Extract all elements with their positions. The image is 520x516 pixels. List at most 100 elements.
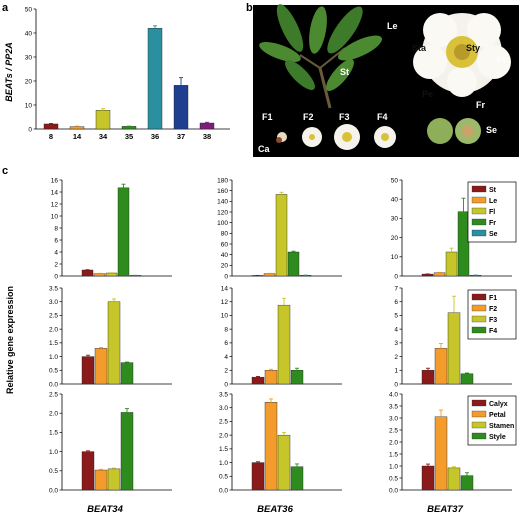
chart-c-grid: 0246810121416020406080100120140160180010… bbox=[49, 177, 517, 494]
c-r2-BEAT36-ytick-label: 6 bbox=[224, 340, 228, 347]
c-r1-BEAT36-ytick-label: 100 bbox=[217, 220, 228, 227]
a-xtick-label: 34 bbox=[99, 132, 108, 141]
c-r3-BEAT36-ytick-label: 1.0 bbox=[219, 460, 228, 467]
c-r1-BEAT36-ytick-label: 80 bbox=[221, 231, 229, 238]
c-r1-BEAT37-ytick-label: 20 bbox=[391, 235, 399, 242]
c-r2-BEAT34-bar-F3 bbox=[107, 301, 121, 385]
panel-label-a: a bbox=[2, 2, 9, 14]
photo-label-le: Le bbox=[387, 21, 398, 31]
c-r3-BEAT34-bar-Petal bbox=[94, 469, 108, 491]
legend-swatch-Petal bbox=[471, 410, 487, 418]
c-r3-BEAT37-bar-Style bbox=[460, 475, 474, 491]
a-xtick-label: 38 bbox=[203, 132, 211, 141]
a-xtick-label: 36 bbox=[151, 132, 159, 141]
legend-swatch-Style bbox=[471, 432, 487, 440]
photo-label-fl: Fl bbox=[497, 55, 505, 65]
c-r2-BEAT37-ytick-label: 6 bbox=[394, 299, 398, 306]
c-r2-BEAT34-ytick-label: 3.0 bbox=[49, 299, 58, 306]
legend-swatch-F3 bbox=[471, 315, 487, 323]
c-r2-BEAT37-ytick-label: 5 bbox=[394, 313, 398, 320]
c-r2-BEAT34-bar-F1 bbox=[81, 356, 95, 385]
c-r2-BEAT34-ytick-label: 2.5 bbox=[49, 313, 58, 320]
fruit-photo bbox=[427, 118, 453, 144]
c-r2-BEAT34-bar-F2 bbox=[94, 348, 108, 385]
a-ytick-label: 10 bbox=[25, 102, 33, 109]
legend-label-Stamen: Stamen bbox=[489, 423, 514, 430]
c-r2-BEAT36-ytick-label: 8 bbox=[224, 326, 228, 333]
c-r1-BEAT36-ytick-label: 0 bbox=[224, 273, 228, 280]
c-r3-BEAT37-ytick-label: 3.5 bbox=[389, 403, 398, 410]
c-r3-BEAT36-ytick-label: 1.5 bbox=[219, 446, 228, 453]
c-r1-BEAT34-ytick-label: 16 bbox=[51, 177, 59, 184]
c-r2-BEAT34-ytick-label: 1.0 bbox=[49, 354, 58, 361]
a-xtick-label: 35 bbox=[125, 132, 133, 141]
c-r2-BEAT37-bar-F1 bbox=[421, 370, 435, 385]
c-r3-BEAT37-bar-Petal bbox=[434, 416, 448, 491]
c-r2-BEAT34-ytick-label: 3.5 bbox=[49, 285, 58, 292]
flower-photo bbox=[413, 13, 511, 97]
a-bar-37 bbox=[173, 85, 189, 130]
c-r3-BEAT34-ytick-label: 2.5 bbox=[49, 391, 58, 398]
c-r1-BEAT36-ytick-label: 140 bbox=[217, 199, 228, 206]
a-bar-34 bbox=[95, 110, 111, 130]
panel-label-b: b bbox=[246, 2, 253, 14]
c-r1-BEAT37-bar-Le bbox=[433, 272, 446, 277]
c-r2-BEAT36-ytick-label: 4 bbox=[224, 354, 228, 361]
a-ytick-label: 20 bbox=[25, 78, 33, 85]
c-r1-BEAT36-ytick-label: 20 bbox=[221, 263, 229, 270]
c-r3-BEAT36-ytick-label: 0.5 bbox=[219, 474, 228, 481]
photo-label-pe: Pe bbox=[422, 89, 433, 99]
legend-swatch-F1 bbox=[471, 293, 487, 301]
c-r3-BEAT34-ytick-label: 0.5 bbox=[49, 468, 58, 475]
a-ytick-label: 50 bbox=[25, 6, 33, 13]
c-r1-BEAT36-bar-Fl bbox=[275, 194, 288, 277]
legend-swatch-Fr bbox=[471, 218, 487, 226]
c-r2-BEAT34-ytick-label: 1.5 bbox=[49, 340, 58, 347]
c-r1-BEAT34-ytick-label: 2 bbox=[54, 261, 58, 268]
branch-photo bbox=[259, 4, 383, 109]
c-r2-BEAT36-bar-F1 bbox=[251, 376, 265, 385]
c-r2-BEAT36-ytick-label: 12 bbox=[221, 299, 229, 306]
photo-label-sty: Sty bbox=[466, 43, 480, 53]
c-r1-BEAT34-ytick-label: 10 bbox=[51, 213, 59, 220]
c-r1-BEAT37-ytick-label: 30 bbox=[391, 216, 399, 223]
c-r2-BEAT34-ytick-label: 0.5 bbox=[49, 368, 58, 375]
photo-label-f1: F1 bbox=[262, 112, 273, 122]
c-r3-BEAT34-bar-Stamen bbox=[107, 468, 121, 491]
legend-swatch-Stamen bbox=[471, 421, 487, 429]
a-bar-14 bbox=[69, 126, 85, 130]
photo-label-st: St bbox=[340, 67, 349, 77]
c-r3-BEAT36-ytick-label: 0.0 bbox=[219, 487, 228, 494]
c-r2-BEAT37-ytick-label: 0 bbox=[394, 381, 398, 388]
chart-a-ylabel: BEATs / PP2A bbox=[4, 42, 14, 102]
a-bar-36 bbox=[147, 28, 163, 130]
c-r3-BEAT36-bar-Calyx bbox=[251, 462, 265, 491]
photo-panel-b: Le St Fl F1 F2 F3 F4 Ca Sta Sty Pe Fr Se bbox=[253, 4, 519, 157]
c-r1-BEAT34-ytick-label: 6 bbox=[54, 237, 58, 244]
c-r3-BEAT34-ytick-label: 1.5 bbox=[49, 430, 58, 437]
c-r1-BEAT36-ytick-label: 40 bbox=[221, 252, 229, 259]
c-r1-BEAT37-ytick-label: 10 bbox=[391, 254, 399, 261]
c-r2-BEAT34-ytick-label: 0.0 bbox=[49, 381, 58, 388]
c-r3-BEAT37-ytick-label: 1.5 bbox=[389, 451, 398, 458]
c-r2-BEAT34-bar-F4 bbox=[120, 362, 134, 385]
c-r2-BEAT36-ytick-label: 0 bbox=[224, 381, 228, 388]
c-r3-BEAT36-bar-Style bbox=[290, 466, 304, 491]
c-r2-BEAT37-ytick-label: 7 bbox=[394, 285, 398, 292]
c-r1-BEAT37-ytick-label: 0 bbox=[394, 273, 398, 280]
c-r3-BEAT36-ytick-label: 3.5 bbox=[219, 391, 228, 398]
legend-label-F1: F1 bbox=[489, 295, 497, 302]
c-r2-BEAT36-bar-F2 bbox=[264, 370, 278, 385]
c-r3-BEAT37-ytick-label: 0.0 bbox=[389, 487, 398, 494]
c-r2-BEAT36-ytick-label: 10 bbox=[221, 313, 229, 320]
c-r3-BEAT36-bar-Stamen bbox=[277, 434, 291, 491]
a-bar-35 bbox=[121, 126, 137, 130]
c-r3-BEAT37-ytick-label: 2.5 bbox=[389, 427, 398, 434]
a-ytick-label: 40 bbox=[25, 30, 33, 37]
c-r3-BEAT34-bar-Style bbox=[120, 412, 134, 491]
c-r1-BEAT36-bar-Fr bbox=[287, 251, 300, 277]
a-bar-38 bbox=[199, 122, 215, 130]
legend-swatch-St bbox=[471, 185, 487, 193]
legend-swatch-Calyx bbox=[471, 399, 487, 407]
